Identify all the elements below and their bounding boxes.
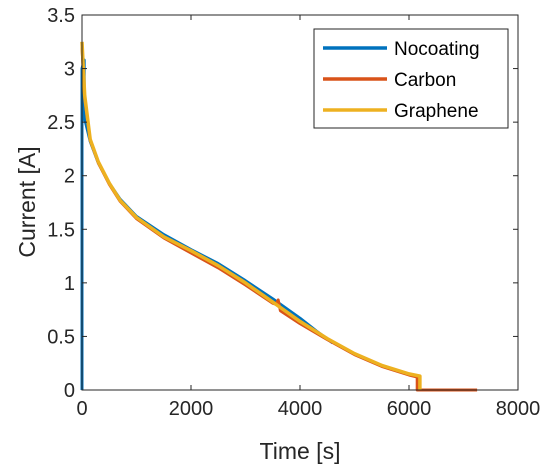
y-axis-ticks: 0 0.5 1 1.5 2 2.5 3 3.5 [47,5,518,402]
series-layer [80,41,478,392]
y-axis-label: Current [A] [14,146,40,257]
legend: Nocoating Carbon Graphene [313,28,509,129]
x-tick-label: 4000 [278,398,323,420]
x-axis-ticks: 0 2000 4000 6000 8000 [76,15,540,420]
legend-label-graphene: Graphene [394,101,479,122]
x-tick-label: 0 [76,398,87,420]
x-tick-label: 8000 [496,398,541,420]
legend-label-nocoating: Nocoating [394,39,480,60]
series-line-graphene [80,41,422,390]
x-tick-label: 6000 [387,398,432,420]
y-tick-label: 0 [64,380,75,402]
y-tick-label: 3.5 [47,5,75,27]
x-axis-label: Time [s] [260,438,341,464]
y-tick-label: 0.5 [47,326,75,348]
y-tick-label: 2 [64,166,75,188]
x-tick-label: 2000 [169,398,214,420]
y-tick-label: 3 [64,59,75,81]
y-tick-label: 1 [64,273,75,295]
legend-label-carbon: Carbon [394,70,456,91]
y-tick-label: 2.5 [47,112,75,134]
y-tick-label: 1.5 [47,219,75,241]
